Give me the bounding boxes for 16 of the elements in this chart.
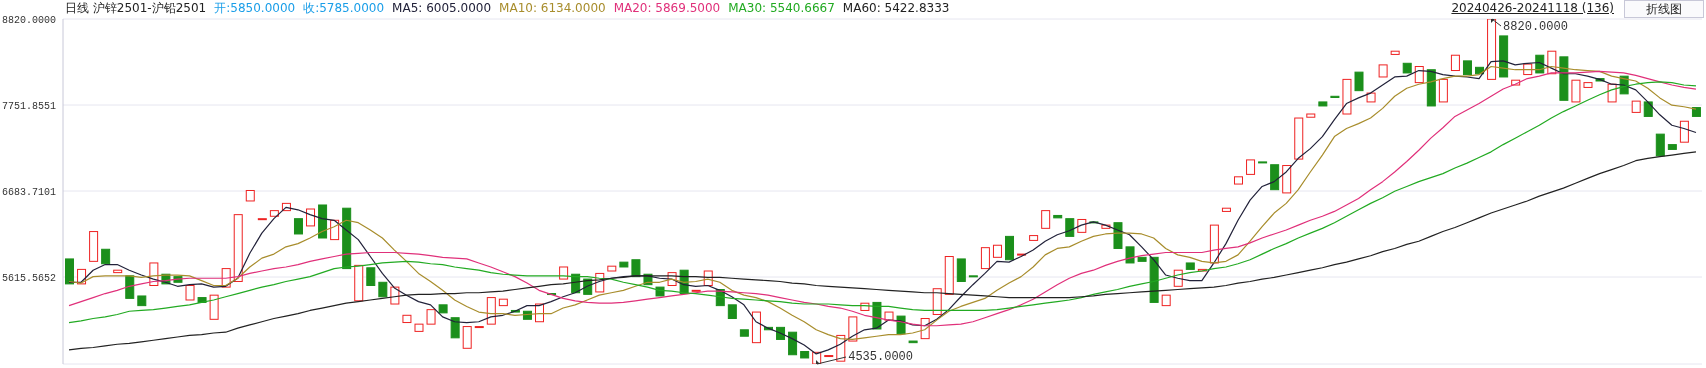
chart-title: 日线 沪锌2501-沪铅2501 <box>65 1 207 16</box>
text: 开:5850.0000 <box>214 1 296 16</box>
annotation: 4535.0000 <box>848 350 914 364</box>
y-tick-label: 6683.7101 <box>1 186 56 198</box>
text: 收:5785.0000 <box>303 1 385 16</box>
annotation: 8820.0000 <box>1503 20 1568 34</box>
text: MA30: 5540.6667 <box>728 1 835 16</box>
text: 20240426-20241118 (136) <box>1451 1 1614 16</box>
text: MA10: 6134.0000 <box>499 1 606 16</box>
y-tick-label: 8820.0000 <box>1 14 56 26</box>
text: MA20: 5869.5000 <box>613 1 721 16</box>
y-tick-label: 5615.5652 <box>1 272 56 284</box>
y-tick-label: 7751.8551 <box>1 100 56 112</box>
text: MA5: 6005.0000 <box>392 1 492 16</box>
text: MA60: 5422.8333 <box>842 1 950 16</box>
text: 折线图 <box>1624 0 1704 18</box>
